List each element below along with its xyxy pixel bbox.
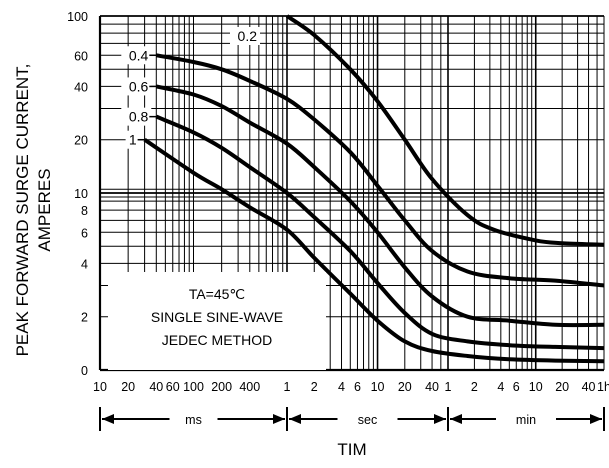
unit-arrowhead-left: [450, 414, 462, 424]
y-tick-label: 60: [74, 49, 88, 63]
x-tick-label: 100: [183, 380, 204, 394]
curve-labels: 0.2 0.4 0.6 0.8 1: [121, 27, 260, 149]
y-tick-label: 8: [81, 204, 88, 218]
x-tick-label: 2: [311, 380, 318, 394]
x-tick-label: 60: [166, 380, 180, 394]
curve-label-bg: [125, 130, 140, 149]
ambient-temp-note: TA=45℃: [189, 286, 245, 302]
method-note: JEDEC METHOD: [162, 332, 272, 348]
curve-label-bg: [121, 77, 152, 96]
unit-label-min: min: [516, 413, 536, 427]
y-axis-label-line2: AMPERES: [35, 168, 54, 251]
x-tick-label: 200: [211, 380, 232, 394]
series-line-0-8: [155, 114, 605, 351]
x-tick-label: 40: [582, 380, 596, 394]
x-tick-label: 6: [354, 380, 361, 394]
x-tick-label: 1h: [597, 380, 609, 394]
curve-label-bg: [121, 46, 152, 65]
y-tick-label: 40: [74, 80, 88, 94]
unit-arrowhead-right: [273, 414, 285, 424]
x-tick-label: 1: [284, 380, 291, 394]
y-axis-label-line1: PEAK FORWARD SURGE CURRENT,: [13, 64, 32, 357]
y-tick-label: 100: [67, 10, 88, 24]
x-tick-label: 10: [93, 380, 107, 394]
y-tick-label: 6: [81, 226, 88, 240]
unit-arrowhead-left: [289, 414, 301, 424]
curve-label: 0.2: [238, 28, 258, 44]
curve-label-bg: [121, 107, 152, 126]
x-tick-label: 1: [445, 380, 452, 394]
unit-label-sec: sec: [358, 413, 377, 427]
unit-arrowhead-right: [590, 414, 602, 424]
x-tick-label: 4: [497, 380, 504, 394]
unit-arrowhead-right: [434, 414, 446, 424]
x-tick-label: 400: [239, 380, 260, 394]
curve-label: 1: [129, 132, 137, 148]
y-tick-label: 10: [74, 187, 88, 201]
curve-label: 0.4: [129, 47, 149, 63]
unit-brackets: ms sec min: [99, 407, 605, 431]
x-tick-label: 10: [529, 380, 543, 394]
x-tick-label: 4: [338, 380, 345, 394]
series-line-1: [143, 138, 605, 364]
series-line-0-2: [285, 14, 605, 247]
y-tick-label: 4: [81, 257, 88, 271]
curves-layer: [143, 14, 605, 364]
x-tick-label: 20: [121, 380, 135, 394]
y-tick-label: 0: [81, 364, 88, 378]
conditions-box: [108, 272, 326, 370]
curve-label: 0.8: [129, 109, 149, 125]
unit-label-ms: ms: [185, 413, 202, 427]
y-tick-label: 20: [74, 134, 88, 148]
x-tick-label: 6: [513, 380, 520, 394]
x-tick-label: 10: [371, 380, 385, 394]
curve-label-bg: [230, 27, 260, 45]
curve-label: 0.6: [129, 78, 149, 94]
x-tick-label: 20: [398, 380, 412, 394]
x-tick-label: 40: [425, 380, 439, 394]
x-axis-label: TIM: [337, 440, 366, 459]
x-tick-label: 40: [149, 380, 163, 394]
x-tick-label: 2: [471, 380, 478, 394]
waveform-note: SINGLE SINE-WAVE: [151, 309, 283, 325]
y-tick-label: 2: [81, 311, 88, 325]
x-tick-label: 20: [555, 380, 569, 394]
series-line-0-4: [155, 53, 605, 288]
x-tick-labels: 10 20 40 60 100 200 400 1 2 4 6 10 20 40 1 2 4 6 10 20 40 1h: [93, 380, 609, 394]
series-line-0-6: [155, 84, 605, 328]
unit-arrowhead-left: [102, 414, 114, 424]
